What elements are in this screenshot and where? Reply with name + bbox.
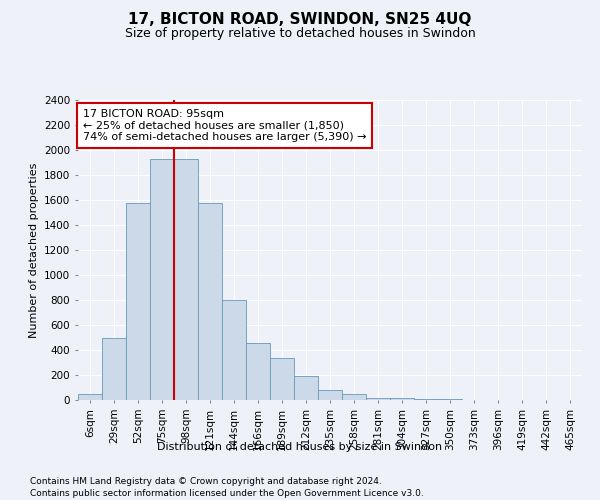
Bar: [390, 398, 414, 400]
Bar: [246, 342, 270, 400]
Bar: [366, 398, 390, 400]
Bar: [174, 159, 198, 400]
Text: 17 BICTON ROAD: 95sqm
← 25% of detached houses are smaller (1,850)
74% of semi-d: 17 BICTON ROAD: 95sqm ← 25% of detached …: [83, 109, 367, 142]
Bar: [102, 338, 126, 400]
Bar: [270, 358, 294, 400]
Text: Distribution of detached houses by size in Swindon: Distribution of detached houses by size …: [157, 442, 443, 452]
Bar: [222, 300, 246, 400]
Y-axis label: Number of detached properties: Number of detached properties: [29, 162, 38, 338]
Bar: [150, 159, 174, 400]
Text: Size of property relative to detached houses in Swindon: Size of property relative to detached ho…: [125, 28, 475, 40]
Text: Contains public sector information licensed under the Open Government Licence v3: Contains public sector information licen…: [30, 489, 424, 498]
Bar: [198, 202, 222, 400]
Bar: [294, 376, 318, 400]
Text: Contains HM Land Registry data © Crown copyright and database right 2024.: Contains HM Land Registry data © Crown c…: [30, 478, 382, 486]
Bar: [78, 394, 102, 400]
Bar: [318, 390, 342, 400]
Text: 17, BICTON ROAD, SWINDON, SN25 4UQ: 17, BICTON ROAD, SWINDON, SN25 4UQ: [128, 12, 472, 28]
Bar: [126, 202, 150, 400]
Bar: [342, 394, 366, 400]
